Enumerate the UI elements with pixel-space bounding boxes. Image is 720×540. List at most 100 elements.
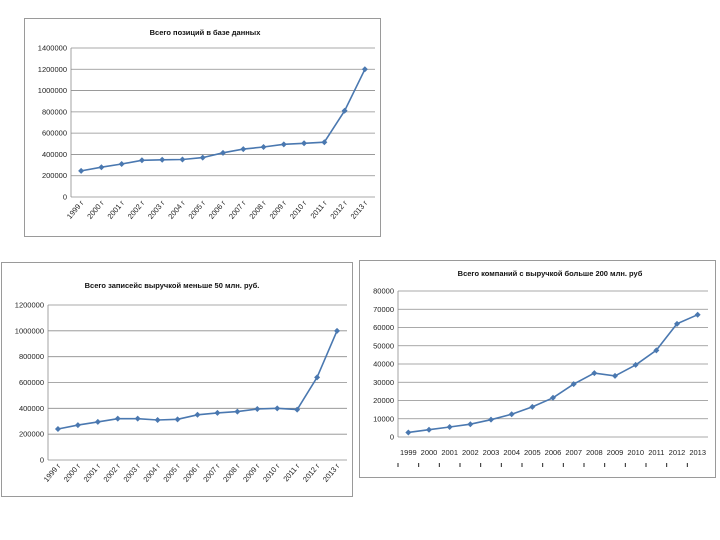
- x-tick-label: 2007 г: [227, 198, 248, 220]
- x-tick-label: 2002 г: [126, 198, 147, 220]
- y-tick-label: 40000: [373, 360, 394, 369]
- data-point: [134, 415, 141, 422]
- data-point: [467, 421, 474, 428]
- y-tick-label: 0: [40, 456, 44, 465]
- chart-total-positions: Всего позиций в базе данных 0 200000 400000…: [38, 28, 375, 221]
- y-tick-label: 50000: [373, 341, 394, 350]
- data-point: [321, 139, 328, 146]
- data-point: [361, 66, 368, 73]
- chart-revenue-over-200m: Всего компаний с выручкой больше 200 млн…: [373, 269, 708, 467]
- data-point: [301, 140, 308, 147]
- data-point: [653, 347, 660, 354]
- data-point: [446, 423, 453, 430]
- x-tick-label: 2005: [524, 448, 541, 457]
- data-point: [138, 157, 145, 164]
- x-tick-label: 2008 г: [247, 198, 268, 220]
- x-tick-label: 1999 г: [65, 198, 86, 220]
- y-tick-label: 200000: [42, 171, 67, 180]
- data-point: [274, 405, 281, 412]
- y-tick-label: 20000: [373, 396, 394, 405]
- data-point: [78, 167, 85, 174]
- x-tick-label: 2002 г: [102, 461, 123, 483]
- x-tick-label: 2011 г: [281, 461, 302, 483]
- x-tick-label: 2013 г: [321, 461, 342, 483]
- data-point: [334, 327, 341, 334]
- x-tick-label: 2001 г: [105, 198, 126, 220]
- x-tick-label: 2010 г: [261, 461, 282, 483]
- chart-title: Всего компаний с выручкой больше 200 млн…: [458, 269, 643, 278]
- x-tick-label: 2000: [421, 448, 438, 457]
- y-tick-label: 1400000: [38, 44, 67, 53]
- chart-panel-revenue-under-50m: Всего записейс выручкой меньше 50 млн. р…: [1, 262, 353, 497]
- y-tick-label: 1000000: [38, 86, 67, 95]
- y-tick-label: 80000: [373, 287, 394, 296]
- x-tick-label: 2009 г: [268, 198, 289, 220]
- x-tick-label: 2007 г: [201, 461, 222, 483]
- x-tick-label: 2008: [586, 448, 603, 457]
- data-point: [114, 415, 121, 422]
- y-tick-label: 800000: [42, 107, 67, 116]
- x-tick-label: 2012 г: [301, 461, 322, 483]
- x-tick-label: 2001: [441, 448, 458, 457]
- x-tick-label: 2005 г: [161, 461, 182, 483]
- x-tick-label: 2010 г: [288, 198, 309, 220]
- y-tick-label: 0: [390, 433, 394, 442]
- data-point: [94, 418, 101, 425]
- y-tick-label: 60000: [373, 323, 394, 332]
- series-line: [408, 313, 699, 434]
- y-tick-label: 1200000: [38, 65, 67, 74]
- data-point: [612, 372, 618, 379]
- x-tick-label: 2011: [648, 448, 664, 457]
- data-point: [508, 411, 515, 418]
- x-tick-label: 2001 г: [82, 461, 103, 483]
- y-tick-label: 400000: [42, 150, 67, 159]
- data-point: [240, 146, 247, 153]
- x-tick-label: 2005 г: [187, 198, 208, 220]
- x-tick-label: 2006 г: [207, 198, 228, 220]
- chart-revenue-under-50m: Всего записейс выручкой меньше 50 млн. р…: [15, 281, 347, 484]
- data-point: [54, 426, 61, 432]
- x-tick-label: 2009: [607, 448, 624, 457]
- data-point: [405, 429, 412, 436]
- data-point: [220, 149, 226, 156]
- y-tick-label: 10000: [373, 414, 394, 423]
- data-point: [550, 394, 556, 401]
- y-tick-label: 1000000: [15, 326, 44, 335]
- x-tick-label: 2000 г: [62, 461, 83, 483]
- data-point: [280, 141, 287, 148]
- x-tick-label: 2009 г: [241, 461, 262, 483]
- x-tick-label: 2010: [627, 448, 644, 457]
- chart-title: Всего записейс выручкой меньше 50 млн. р…: [85, 281, 260, 290]
- chart-panel-total-positions: Всего позиций в базе данных 0 200000 400000…: [24, 18, 381, 237]
- data-point: [674, 320, 680, 327]
- data-point: [529, 403, 536, 410]
- data-point: [234, 408, 241, 415]
- chart-panel-revenue-over-200m: Всего компаний с выручкой больше 200 млн…: [359, 260, 716, 478]
- data-point: [570, 381, 577, 388]
- x-tick-label: 2003: [483, 448, 500, 457]
- x-tick-label: 2004: [503, 448, 520, 457]
- x-tick-label: 2011 г: [309, 198, 330, 220]
- data-point: [98, 164, 105, 171]
- data-point: [154, 416, 161, 423]
- x-tick-label: 1999 г: [42, 461, 63, 483]
- x-tick-label: 2006 г: [181, 461, 202, 483]
- data-point: [74, 422, 81, 429]
- x-tick-label: 2013 г: [349, 198, 370, 220]
- data-point: [194, 411, 201, 418]
- x-tick-label: 2004 г: [166, 198, 187, 220]
- data-point: [260, 143, 267, 150]
- y-tick-label: 0: [63, 193, 67, 202]
- x-tick-label: 2002: [462, 448, 479, 457]
- x-tick-label: 2004 г: [141, 461, 162, 483]
- y-tick-label: 800000: [19, 352, 44, 361]
- chart-title: Всего позиций в базе данных: [150, 28, 262, 37]
- y-tick-label: 600000: [42, 129, 67, 138]
- data-point: [314, 374, 321, 381]
- data-point: [426, 426, 432, 433]
- y-tick-label: 200000: [19, 430, 44, 439]
- data-point: [341, 107, 348, 114]
- x-tick-label: 2003 г: [146, 198, 167, 220]
- x-tick-label: 2000 г: [85, 198, 106, 220]
- x-tick-label: 2012: [669, 448, 686, 457]
